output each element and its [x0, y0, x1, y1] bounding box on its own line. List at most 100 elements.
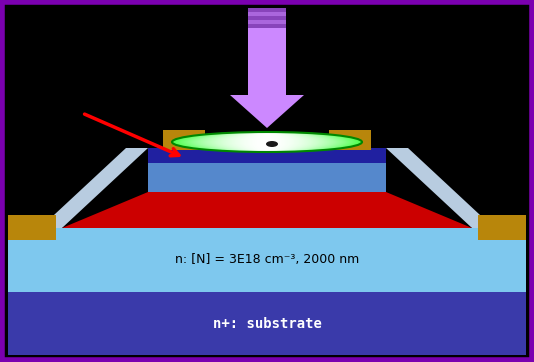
Ellipse shape: [204, 132, 330, 152]
Ellipse shape: [259, 132, 275, 152]
Ellipse shape: [248, 132, 286, 152]
Ellipse shape: [206, 132, 328, 152]
Ellipse shape: [238, 132, 296, 152]
Ellipse shape: [218, 132, 316, 152]
Ellipse shape: [256, 132, 278, 152]
Bar: [8, 215, 56, 240]
Ellipse shape: [239, 132, 295, 152]
Ellipse shape: [186, 132, 348, 152]
Ellipse shape: [183, 132, 351, 152]
Ellipse shape: [219, 132, 315, 152]
Ellipse shape: [199, 132, 335, 152]
Ellipse shape: [253, 132, 281, 152]
Ellipse shape: [242, 132, 292, 152]
Ellipse shape: [178, 132, 356, 152]
Ellipse shape: [251, 132, 283, 152]
Polygon shape: [386, 148, 494, 228]
Ellipse shape: [188, 132, 346, 152]
Ellipse shape: [252, 132, 282, 152]
Bar: [248, 20, 286, 24]
Ellipse shape: [262, 132, 272, 152]
Ellipse shape: [181, 132, 353, 152]
Polygon shape: [148, 163, 386, 192]
Ellipse shape: [264, 132, 270, 152]
Polygon shape: [40, 148, 148, 228]
Ellipse shape: [228, 132, 306, 152]
Ellipse shape: [217, 132, 317, 152]
Ellipse shape: [231, 132, 303, 152]
Bar: [248, 8, 286, 12]
Text: n+: substrate: n+: substrate: [213, 316, 321, 331]
Ellipse shape: [224, 132, 310, 152]
Ellipse shape: [202, 132, 332, 152]
Ellipse shape: [266, 141, 278, 147]
Ellipse shape: [258, 132, 276, 152]
Ellipse shape: [214, 132, 320, 152]
Bar: [148, 148, 386, 163]
Ellipse shape: [233, 132, 301, 152]
Ellipse shape: [185, 132, 349, 152]
Ellipse shape: [244, 132, 290, 152]
Ellipse shape: [212, 132, 322, 152]
Text: p: [Al] = 2E18 cm⁻³, 200 nm: p: [Al] = 2E18 cm⁻³, 200 nm: [178, 171, 356, 184]
Ellipse shape: [255, 132, 279, 152]
Ellipse shape: [193, 132, 341, 152]
Ellipse shape: [213, 132, 321, 152]
Ellipse shape: [180, 132, 354, 152]
Bar: [8, 228, 526, 292]
Ellipse shape: [230, 132, 304, 152]
Ellipse shape: [198, 132, 336, 152]
Ellipse shape: [250, 132, 284, 152]
Ellipse shape: [192, 132, 342, 152]
Ellipse shape: [182, 132, 352, 152]
Polygon shape: [230, 95, 304, 128]
Ellipse shape: [175, 132, 359, 152]
Ellipse shape: [194, 132, 340, 152]
Ellipse shape: [261, 132, 273, 152]
Ellipse shape: [247, 132, 287, 152]
Ellipse shape: [226, 132, 308, 152]
Bar: [248, 12, 286, 16]
Ellipse shape: [203, 132, 331, 152]
Ellipse shape: [189, 132, 345, 152]
Ellipse shape: [196, 132, 338, 152]
Ellipse shape: [190, 132, 344, 152]
Ellipse shape: [265, 132, 269, 152]
Ellipse shape: [246, 132, 288, 152]
Ellipse shape: [266, 132, 268, 152]
Ellipse shape: [240, 132, 294, 152]
Ellipse shape: [173, 132, 361, 152]
Ellipse shape: [220, 132, 314, 152]
Bar: [478, 215, 526, 240]
Ellipse shape: [208, 132, 326, 152]
Ellipse shape: [222, 132, 312, 152]
Ellipse shape: [232, 132, 302, 152]
Ellipse shape: [172, 132, 362, 152]
Ellipse shape: [177, 132, 357, 152]
Bar: [163, 130, 205, 150]
Ellipse shape: [215, 132, 319, 152]
Ellipse shape: [227, 132, 307, 152]
Ellipse shape: [225, 132, 309, 152]
Ellipse shape: [200, 132, 334, 152]
Text: p: [Al] = 1E16 cm⁻³, 480 nm: p: [Al] = 1E16 cm⁻³, 480 nm: [178, 203, 356, 216]
Ellipse shape: [229, 132, 305, 152]
Ellipse shape: [210, 132, 324, 152]
Ellipse shape: [211, 132, 323, 152]
Ellipse shape: [176, 132, 358, 152]
Ellipse shape: [237, 132, 297, 152]
Ellipse shape: [216, 132, 318, 152]
Ellipse shape: [245, 132, 289, 152]
Ellipse shape: [243, 132, 291, 152]
Bar: [8, 292, 526, 355]
Ellipse shape: [260, 132, 274, 152]
Bar: [329, 130, 371, 150]
Ellipse shape: [179, 132, 355, 152]
Ellipse shape: [234, 132, 300, 152]
Ellipse shape: [207, 132, 327, 152]
Ellipse shape: [197, 132, 337, 152]
Ellipse shape: [187, 132, 347, 152]
Ellipse shape: [174, 132, 360, 152]
Ellipse shape: [184, 132, 350, 152]
Ellipse shape: [235, 132, 299, 152]
